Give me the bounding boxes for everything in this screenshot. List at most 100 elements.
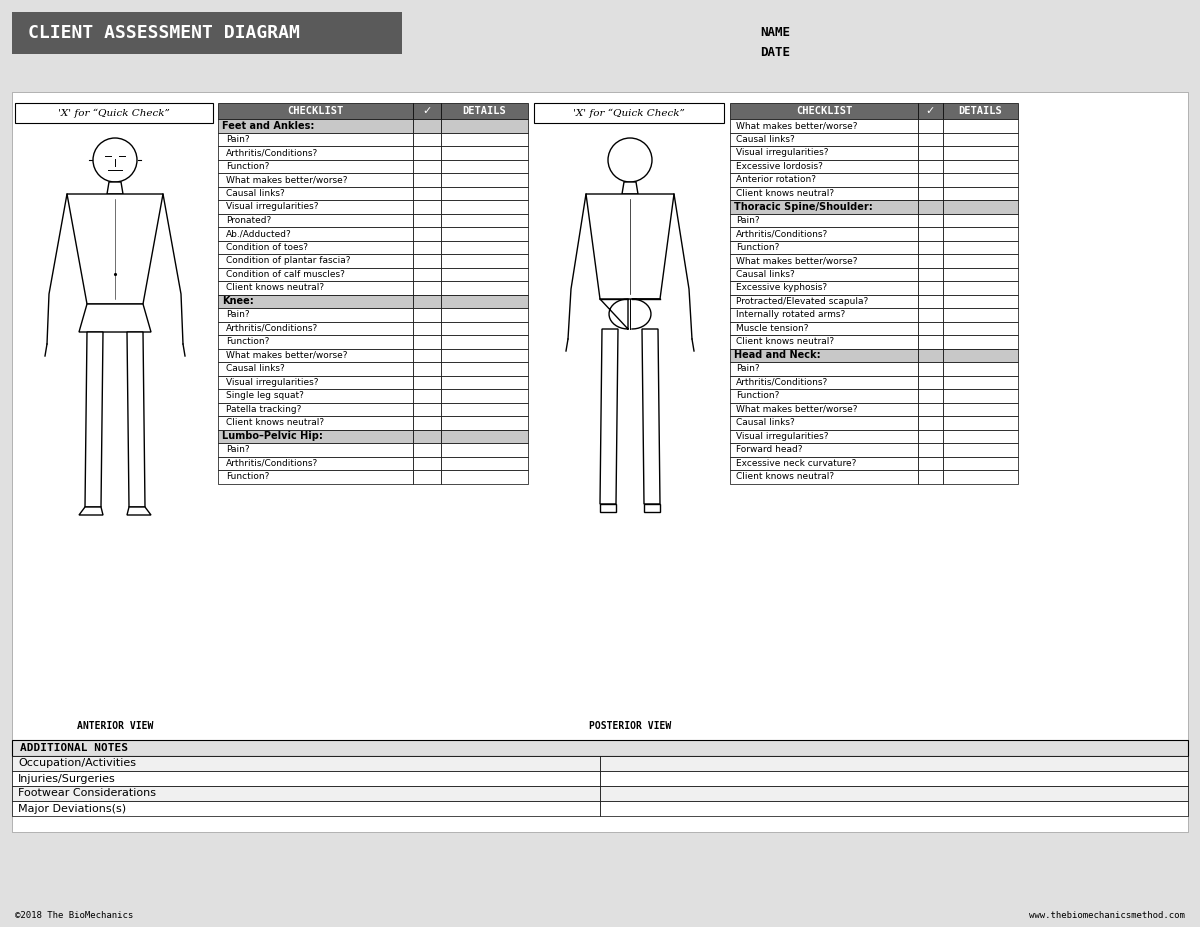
Text: ANTERIOR VIEW: ANTERIOR VIEW <box>77 721 154 731</box>
Bar <box>413 402 442 416</box>
Text: Pain?: Pain? <box>736 216 760 224</box>
Bar <box>918 227 943 240</box>
Bar <box>943 416 1018 429</box>
Text: Single leg squat?: Single leg squat? <box>226 391 304 400</box>
Bar <box>943 173 1018 186</box>
Text: Client knows neutral?: Client knows neutral? <box>736 472 834 481</box>
Text: Condition of calf muscles?: Condition of calf muscles? <box>226 270 344 279</box>
Text: Thoracic Spine/Shoulder:: Thoracic Spine/Shoulder: <box>734 202 872 211</box>
Text: Muscle tension?: Muscle tension? <box>736 324 809 333</box>
Text: NAME: NAME <box>760 26 790 39</box>
Bar <box>918 173 943 186</box>
Polygon shape <box>642 329 660 504</box>
Bar <box>12 92 1188 832</box>
Text: CLIENT ASSESSMENT DIAGRAM: CLIENT ASSESSMENT DIAGRAM <box>28 24 300 42</box>
Bar <box>943 240 1018 254</box>
Bar <box>730 322 918 335</box>
Bar <box>943 159 1018 173</box>
Text: Pain?: Pain? <box>226 445 250 454</box>
Text: Function?: Function? <box>736 391 779 400</box>
Text: Knee:: Knee: <box>222 297 253 306</box>
Bar <box>12 786 600 801</box>
Circle shape <box>94 138 137 182</box>
Bar <box>730 173 918 186</box>
Bar <box>442 227 528 240</box>
Bar <box>413 416 442 429</box>
Bar <box>943 362 1018 375</box>
Bar <box>218 200 413 213</box>
Bar <box>442 268 528 281</box>
Bar <box>442 429 528 443</box>
Text: Injuries/Surgeries: Injuries/Surgeries <box>18 773 115 783</box>
Bar <box>918 456 943 470</box>
Bar <box>534 103 724 123</box>
Bar <box>943 443 1018 456</box>
Polygon shape <box>85 332 103 507</box>
Bar <box>943 470 1018 484</box>
Bar <box>218 429 413 443</box>
Bar <box>413 119 442 133</box>
Bar <box>218 213 413 227</box>
Text: Arthritis/Conditions?: Arthritis/Conditions? <box>736 229 828 238</box>
Polygon shape <box>127 507 151 515</box>
Text: Patella tracking?: Patella tracking? <box>226 405 301 413</box>
Text: Causal links?: Causal links? <box>736 134 794 144</box>
Bar <box>442 416 528 429</box>
Bar <box>730 416 918 429</box>
Bar <box>413 227 442 240</box>
Text: ✓: ✓ <box>422 106 432 116</box>
Bar <box>218 281 413 295</box>
Bar <box>218 443 413 456</box>
Text: Causal links?: Causal links? <box>736 418 794 427</box>
Bar <box>12 740 1188 756</box>
Text: Pain?: Pain? <box>226 134 250 144</box>
Bar <box>218 389 413 402</box>
Bar <box>442 402 528 416</box>
Text: Visual irregularities?: Visual irregularities? <box>736 148 828 158</box>
Text: DETAILS: DETAILS <box>463 106 506 116</box>
Bar <box>413 429 442 443</box>
Text: What makes better/worse?: What makes better/worse? <box>226 350 348 360</box>
Text: Forward head?: Forward head? <box>736 445 803 454</box>
Bar <box>730 429 918 443</box>
Bar <box>943 281 1018 295</box>
Bar <box>918 443 943 456</box>
Text: Function?: Function? <box>736 243 779 252</box>
Text: ©2018 The BioMechanics: ©2018 The BioMechanics <box>14 911 133 921</box>
Bar <box>442 119 528 133</box>
Bar <box>413 308 442 322</box>
Bar <box>218 268 413 281</box>
Bar <box>413 103 442 119</box>
Bar <box>218 146 413 159</box>
Bar <box>730 308 918 322</box>
Bar <box>413 443 442 456</box>
Bar <box>442 456 528 470</box>
Text: Client knows neutral?: Client knows neutral? <box>736 189 834 197</box>
Bar <box>413 362 442 375</box>
Bar <box>442 240 528 254</box>
Polygon shape <box>79 304 151 332</box>
Bar <box>943 456 1018 470</box>
Text: Arthritis/Conditions?: Arthritis/Conditions? <box>226 324 318 333</box>
Bar <box>218 416 413 429</box>
Text: Anterior rotation?: Anterior rotation? <box>736 175 816 184</box>
Bar <box>218 295 413 308</box>
Polygon shape <box>644 504 660 512</box>
Bar <box>442 335 528 349</box>
Bar <box>918 133 943 146</box>
Bar <box>218 308 413 322</box>
Bar <box>442 308 528 322</box>
Bar <box>413 470 442 484</box>
Bar <box>918 240 943 254</box>
Bar <box>943 322 1018 335</box>
Bar <box>918 213 943 227</box>
Bar <box>943 402 1018 416</box>
Bar <box>730 227 918 240</box>
Text: Visual irregularities?: Visual irregularities? <box>226 377 318 387</box>
Text: Function?: Function? <box>226 337 269 347</box>
Text: Causal links?: Causal links? <box>226 189 284 197</box>
Bar <box>918 146 943 159</box>
Text: Pain?: Pain? <box>736 364 760 374</box>
Bar <box>918 308 943 322</box>
Text: Client knows neutral?: Client knows neutral? <box>736 337 834 347</box>
